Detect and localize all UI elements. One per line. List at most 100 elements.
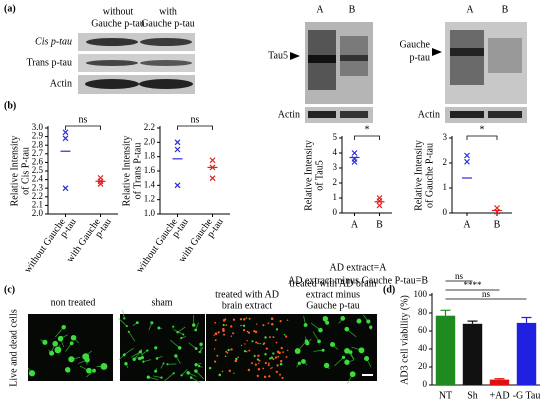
cell xyxy=(255,341,258,344)
column-label: Gauche p-tau xyxy=(91,18,145,29)
neurite xyxy=(124,347,134,355)
significance-bracket xyxy=(65,125,101,130)
lane-label: A xyxy=(466,4,474,15)
cell xyxy=(213,348,216,350)
lane-label: A xyxy=(316,4,324,15)
data-point xyxy=(209,157,216,164)
note: AD extract minus Gauche P-tau=B xyxy=(288,275,428,286)
cell xyxy=(275,328,279,331)
micrograph xyxy=(28,314,113,381)
y-axis-label: of Cis P-tau xyxy=(20,147,31,195)
error-bar xyxy=(494,378,505,380)
data-point xyxy=(62,135,69,142)
y-tick-label: 2.3 xyxy=(32,182,44,192)
significance-label: ns xyxy=(482,289,491,299)
significance-label: ns xyxy=(79,114,88,125)
cell xyxy=(285,355,288,358)
cell xyxy=(222,319,226,322)
cell xyxy=(272,357,275,361)
neurite xyxy=(333,357,344,367)
data-point xyxy=(464,152,470,159)
neurite xyxy=(118,318,128,327)
neurite xyxy=(313,349,324,352)
column-label: without xyxy=(103,6,134,17)
cell xyxy=(226,352,229,354)
cell xyxy=(192,323,196,327)
cell xyxy=(245,350,248,353)
cell xyxy=(270,356,273,359)
cell xyxy=(344,359,350,365)
micrograph xyxy=(291,314,377,381)
y-tick-label: 0 xyxy=(423,379,428,389)
cell xyxy=(52,340,59,347)
cell xyxy=(194,328,197,332)
neurite xyxy=(163,373,174,382)
y-axis-label: of Gauche P-tau xyxy=(424,143,435,208)
cell xyxy=(237,356,240,359)
cell xyxy=(186,371,190,375)
cell xyxy=(344,347,350,354)
cell xyxy=(216,354,219,357)
y-tick-label: 60 xyxy=(418,325,428,335)
note: AD extract=A xyxy=(329,262,387,273)
x-tick-label: without Gauche xyxy=(22,216,68,275)
micrographs xyxy=(27,310,377,384)
data-point xyxy=(62,185,69,192)
cell xyxy=(366,319,371,324)
x-tick-label: -G Tau xyxy=(513,390,541,401)
neurite xyxy=(170,339,180,349)
cell xyxy=(123,353,126,356)
significance-bracket xyxy=(466,135,498,140)
y-tick-label: 1 xyxy=(333,192,338,202)
neurite xyxy=(160,363,164,369)
cell xyxy=(230,325,233,328)
cell xyxy=(197,364,201,368)
cell xyxy=(268,336,271,339)
neurite xyxy=(128,331,136,342)
y-tick-label: 2 xyxy=(443,157,448,167)
y-tick-label: 0 xyxy=(333,207,338,217)
data-point xyxy=(376,198,383,204)
data-point xyxy=(174,182,181,189)
blot-label: Actin xyxy=(278,109,300,120)
y-tick-label: 5 xyxy=(333,132,338,142)
cell xyxy=(223,333,226,336)
cell xyxy=(177,346,182,350)
x-tick-label: +AD xyxy=(489,390,509,401)
cell xyxy=(68,356,75,363)
cell xyxy=(61,325,66,330)
significance-label: * xyxy=(480,124,485,135)
cell xyxy=(286,319,289,321)
y-tick-label: 3.0 xyxy=(32,122,44,132)
cell xyxy=(228,369,231,373)
cell xyxy=(150,321,154,325)
x-tick-label: A xyxy=(351,219,359,230)
y-tick-label: 20 xyxy=(418,361,428,371)
y-axis-label: Relative Intensity xyxy=(303,140,314,211)
y-axis-label: of Tau5 xyxy=(314,160,325,191)
cell xyxy=(69,341,74,346)
neurite xyxy=(152,375,162,379)
cell xyxy=(278,351,281,355)
cell xyxy=(253,354,256,357)
neurite xyxy=(148,376,159,381)
image-label: Gauche p-tau xyxy=(306,300,360,311)
panel-label: (d) xyxy=(383,284,395,295)
cell xyxy=(259,342,261,345)
cell xyxy=(253,330,256,333)
y-tick-label: 1.6 xyxy=(144,165,156,175)
cell xyxy=(280,346,283,350)
lane-label: B xyxy=(502,4,509,15)
cell xyxy=(279,320,282,323)
y-tick-label: 2.8 xyxy=(32,139,44,149)
cell xyxy=(282,351,285,353)
cell xyxy=(230,348,233,351)
neurite xyxy=(177,326,186,333)
blot-label: Gauche xyxy=(399,39,430,50)
cell xyxy=(279,359,283,363)
cell xyxy=(276,364,279,367)
cell xyxy=(234,359,238,363)
significance-label: ns xyxy=(455,271,464,281)
x-tick-label: B xyxy=(376,219,383,230)
data-point xyxy=(376,202,383,209)
